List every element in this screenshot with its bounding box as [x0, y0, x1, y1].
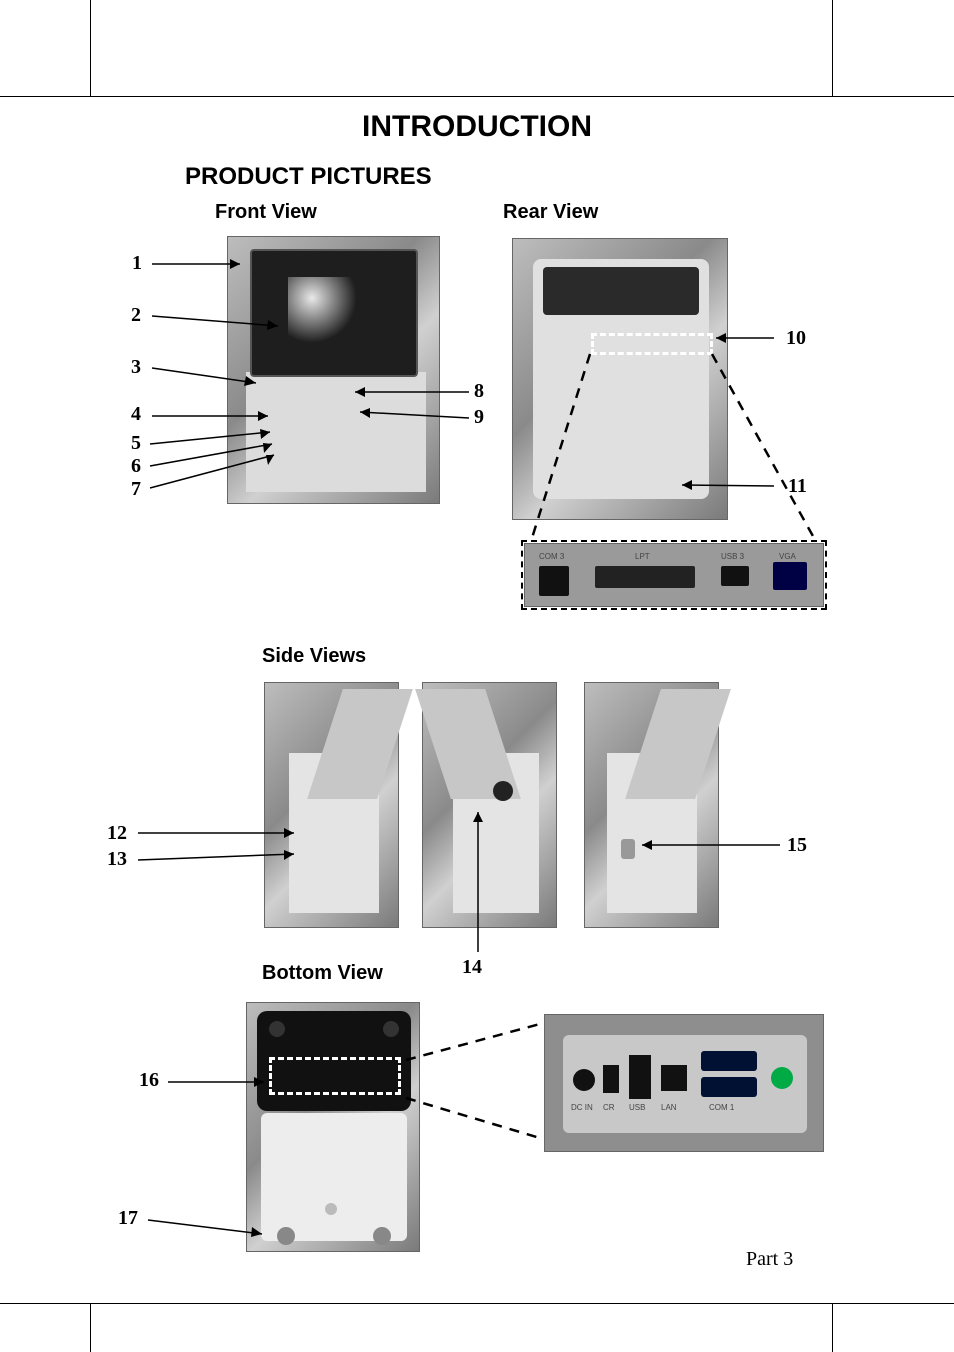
- subtitle: PRODUCT PICTURES: [185, 163, 432, 191]
- bottom-rule-vert-right: [832, 1303, 833, 1352]
- port-label-com1: COM 1: [709, 1103, 734, 1112]
- side-view-arrows: [100, 682, 820, 1002]
- front-view-label: Front View: [215, 201, 317, 224]
- rear-view-label: Rear View: [503, 201, 598, 224]
- page-title: INTRODUCTION: [0, 110, 954, 144]
- rear-detail-photo: COM 3 LPT USB 3 VGA: [524, 543, 824, 607]
- bottom-view-label: Bottom View: [262, 962, 383, 985]
- bottom-detail-photo: DC IN CR USB LAN COM 1: [544, 1014, 824, 1152]
- port-label-dcin: DC IN: [571, 1103, 593, 1112]
- top-rule-vert-right: [832, 0, 833, 96]
- port-label-vga: VGA: [779, 552, 796, 561]
- port-label-lpt: LPT: [635, 552, 650, 561]
- side-views-label: Side Views: [262, 645, 366, 668]
- page-footer: Part 3: [746, 1248, 793, 1271]
- port-label-com3: COM 3: [539, 552, 564, 561]
- bottom-rule-vert-left: [90, 1303, 91, 1352]
- top-rule-vert-left: [90, 0, 91, 96]
- port-label-lan: LAN: [661, 1103, 677, 1112]
- port-label-usb: USB: [629, 1103, 645, 1112]
- port-label-usb3: USB 3: [721, 552, 744, 561]
- bottom-rule: [0, 1303, 954, 1304]
- top-rule: [0, 96, 954, 97]
- front-view-arrows: [130, 236, 490, 516]
- page: INTRODUCTION PRODUCT PICTURES Front View…: [0, 0, 954, 1352]
- port-label-cr: CR: [603, 1103, 615, 1112]
